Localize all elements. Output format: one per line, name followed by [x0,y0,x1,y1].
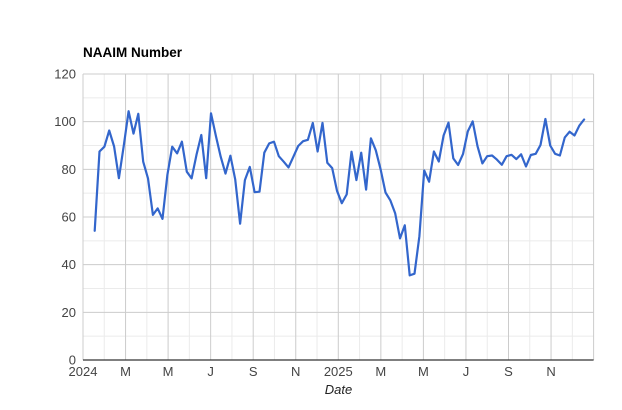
series [93,110,586,277]
chart-title: NAAIM Number [83,45,183,60]
x-tick-label: J [463,364,470,379]
x-tick-label: M [163,364,174,379]
x-axis-tick-labels: 2024 M M J S N 2025 M M J S N [69,364,556,379]
y-tick-label: 120 [54,67,76,82]
x-tick-label: M [418,364,429,379]
y-tick-label: 20 [62,305,76,320]
x-tick-label: M [120,364,131,379]
x-tick-label: N [546,364,555,379]
y-tick-label: 80 [62,162,76,177]
x-tick-label: S [504,364,513,379]
x-tick-label: M [375,364,386,379]
series-line-naaim [93,110,586,277]
x-tick-label: 2024 [69,364,98,379]
y-tick-label: 100 [54,114,76,129]
x-tick-label: S [249,364,258,379]
x-tick-label: N [291,364,300,379]
y-axis-tick-labels: 0 20 40 60 80 100 120 [54,67,76,368]
major-gridlines [82,73,595,360]
y-tick-label: 60 [62,210,76,225]
x-axis-title: Date [324,382,353,397]
x-tick-label: 2025 [324,364,353,379]
y-tick-label: 40 [62,257,76,272]
x-tick-label: J [207,364,214,379]
y-tick-label: 0 [69,353,76,368]
